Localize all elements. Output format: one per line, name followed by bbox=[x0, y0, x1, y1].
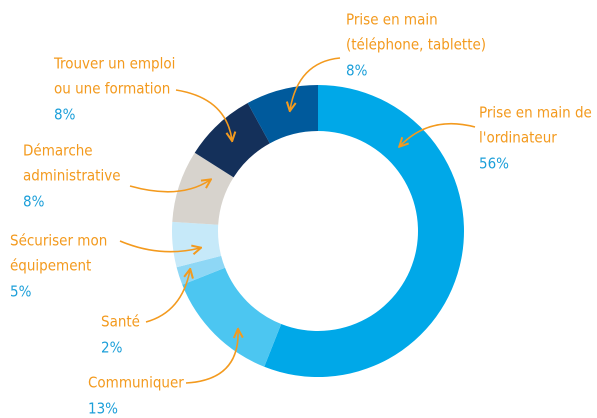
value-label: 5% bbox=[10, 283, 32, 301]
arrows bbox=[119, 57, 476, 384]
category-label: Trouver un emploi bbox=[53, 55, 175, 73]
value-label: 8% bbox=[54, 106, 76, 124]
donut-segment bbox=[247, 85, 318, 144]
category-label: (téléphone, tablette) bbox=[346, 36, 486, 54]
value-label: 8% bbox=[23, 193, 45, 211]
arrow bbox=[145, 270, 190, 323]
value-label: 56% bbox=[479, 155, 509, 173]
category-label: équipement bbox=[10, 257, 91, 275]
arrow bbox=[129, 180, 210, 193]
value-label: 13% bbox=[88, 400, 118, 418]
arrow bbox=[175, 89, 232, 140]
category-label: Démarche bbox=[23, 142, 93, 160]
arrow bbox=[290, 57, 341, 110]
donut-segment bbox=[182, 267, 282, 367]
donut-segment bbox=[172, 152, 234, 225]
category-label: Santé bbox=[101, 313, 140, 331]
arrow bbox=[185, 330, 238, 384]
labels: Prise en main de l'ordinateur 56% Communiqu… bbox=[10, 11, 592, 418]
category-label: Sécuriser mon bbox=[10, 232, 107, 250]
category-label: l'ordinateur bbox=[479, 129, 557, 147]
arrow bbox=[119, 240, 200, 252]
value-label: 8% bbox=[346, 62, 368, 80]
category-label: Prise en main de bbox=[479, 104, 592, 122]
arrow bbox=[400, 122, 476, 146]
category-label: Prise en main bbox=[346, 11, 438, 29]
value-label: 2% bbox=[101, 339, 123, 357]
donut-segment bbox=[264, 85, 465, 377]
category-label: Communiquer bbox=[88, 374, 184, 392]
category-label: administrative bbox=[23, 167, 121, 185]
category-label: ou une formation bbox=[54, 80, 170, 98]
